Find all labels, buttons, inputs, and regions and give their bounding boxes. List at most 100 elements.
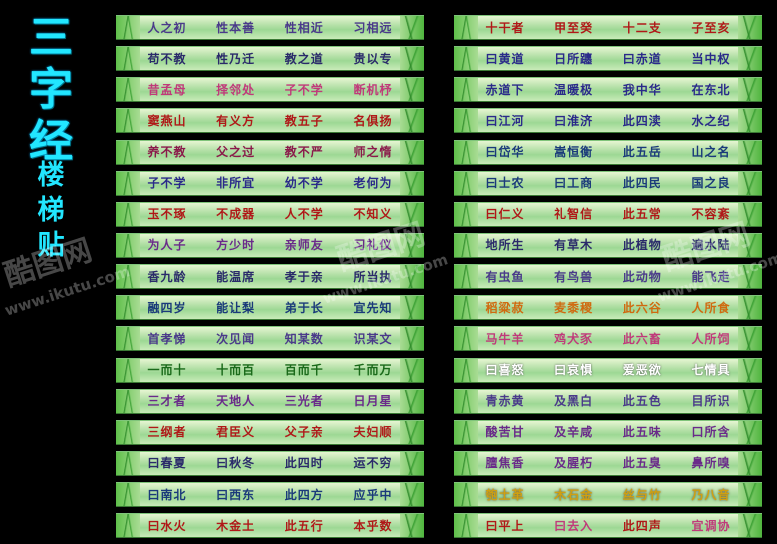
verse-strip: 玉不琢 不成器 人不学 不知义 bbox=[116, 201, 424, 227]
verse-cells: 十干者 甲至癸 十二支 子至亥 bbox=[476, 16, 740, 39]
verse-strip: 曰平上 曰去入 此四声 宜调协 bbox=[454, 513, 762, 539]
verse-cells: 养不教 父之过 教不严 师之惰 bbox=[138, 141, 402, 164]
verse-phrase: 曰南北 bbox=[147, 487, 187, 502]
verse-phrase: 温暖极 bbox=[554, 82, 594, 97]
verse-cells: 玉不琢 不成器 人不学 不知义 bbox=[138, 203, 402, 226]
verse-phrase: 习礼仪 bbox=[353, 238, 393, 253]
verse-phrase: 人所饲 bbox=[691, 331, 731, 346]
verse-strip: 苟不教 性乃迁 教之道 贵以专 bbox=[116, 46, 424, 72]
verse-strip: 酸苦甘 及辛咸 此五味 口所含 bbox=[454, 419, 762, 445]
verse-strip: 赤道下 温暖极 我中华 在东北 bbox=[454, 77, 762, 103]
verse-strip: 一而十 十而百 百而千 千而万 bbox=[116, 357, 424, 383]
verse-phrase: 三纲者 bbox=[147, 425, 187, 440]
verse-phrase: 老何为 bbox=[353, 176, 393, 191]
verse-cells: 一而十 十而百 百而千 千而万 bbox=[138, 359, 402, 382]
verse-phrase: 君臣义 bbox=[216, 425, 256, 440]
verse-phrase: 能温席 bbox=[216, 269, 256, 284]
verse-cells: 曰江河 曰淮济 此四渎 水之纪 bbox=[476, 109, 740, 132]
verse-phrase: 麦黍稷 bbox=[554, 300, 594, 315]
verse-phrase: 匏土革 bbox=[485, 487, 525, 502]
verse-phrase: 地所生 bbox=[485, 238, 525, 253]
verse-phrase: 不知义 bbox=[353, 207, 393, 222]
verse-strip: 青赤黄 及黑白 此五色 目所识 bbox=[454, 388, 762, 414]
verse-cells: 昔孟母 择邻处 子不学 断机杼 bbox=[138, 78, 402, 101]
subtitle-char: 贴 bbox=[37, 230, 65, 261]
verse-phrase: 鸡犬豕 bbox=[554, 331, 594, 346]
verse-phrase: 膻焦香 bbox=[485, 456, 525, 471]
verse-phrase: 此植物 bbox=[622, 238, 662, 253]
verse-cells: 香九龄 能温席 孝于亲 所当执 bbox=[138, 265, 402, 288]
verse-cells: 融四岁 能让梨 弟于长 宜先知 bbox=[138, 296, 402, 319]
verse-strip: 地所生 有草木 此植物 遍水陆 bbox=[454, 232, 762, 258]
verse-phrase: 子不学 bbox=[284, 82, 324, 97]
verse-cells: 曰岱华 嵩恒衡 此五岳 山之名 bbox=[476, 141, 740, 164]
verse-phrase: 次见闻 bbox=[216, 331, 256, 346]
verse-strip: 首孝悌 次见闻 知某数 识某文 bbox=[116, 326, 424, 352]
verse-phrase: 及黑白 bbox=[554, 394, 594, 409]
verse-phrase: 一而十 bbox=[147, 363, 187, 378]
main-title: 三 字 经 bbox=[26, 12, 76, 168]
verse-phrase: 性相近 bbox=[284, 20, 324, 35]
verse-phrase: 马牛羊 bbox=[485, 331, 525, 346]
verse-phrase: 曰秋冬 bbox=[216, 456, 256, 471]
verse-strip: 养不教 父之过 教不严 师之惰 bbox=[116, 139, 424, 165]
verse-cells: 曰平上 曰去入 此四声 宜调协 bbox=[476, 514, 740, 537]
verse-phrase: 及辛咸 bbox=[554, 425, 594, 440]
verse-cells: 曰黄道 日所躔 曰赤道 当中权 bbox=[476, 47, 740, 70]
subtitle-char: 梯 bbox=[37, 195, 65, 226]
verse-phrase: 人之初 bbox=[147, 20, 187, 35]
verse-phrase: 养不教 bbox=[147, 145, 187, 160]
verse-phrase: 幼不学 bbox=[284, 176, 324, 191]
verse-strip: 曰喜怒 曰哀惧 爱恶欲 七情具 bbox=[454, 357, 762, 383]
verse-phrase: 师之惰 bbox=[353, 145, 393, 160]
verse-phrase: 曰黄道 bbox=[485, 51, 525, 66]
verse-phrase: 本乎数 bbox=[353, 518, 393, 533]
verse-strip: 曰仁义 礼智信 此五常 不容紊 bbox=[454, 201, 762, 227]
verse-phrase: 有鸟兽 bbox=[554, 269, 594, 284]
verse-phrase: 百而千 bbox=[284, 363, 324, 378]
verse-cells: 为人子 方少时 亲师友 习礼仪 bbox=[138, 234, 402, 257]
title-char: 经 bbox=[29, 116, 73, 167]
title-block: 三 字 经 楼 梯 贴 bbox=[0, 0, 110, 514]
verse-strip: 曰岱华 嵩恒衡 此五岳 山之名 bbox=[454, 139, 762, 165]
verse-phrase: 十二支 bbox=[622, 20, 662, 35]
verse-phrase: 木金土 bbox=[216, 518, 256, 533]
verse-phrase: 曰西东 bbox=[216, 487, 256, 502]
verse-phrase: 曰春夏 bbox=[147, 456, 187, 471]
verse-cells: 苟不教 性乃迁 教之道 贵以专 bbox=[138, 47, 402, 70]
verse-phrase: 此五色 bbox=[622, 394, 662, 409]
verse-phrase: 教之道 bbox=[284, 51, 324, 66]
verse-phrase: 所当执 bbox=[353, 269, 393, 284]
verse-phrase: 性本善 bbox=[216, 20, 256, 35]
verse-phrase: 此四方 bbox=[284, 487, 324, 502]
verse-phrase: 天地人 bbox=[216, 394, 256, 409]
verse-phrase: 父子亲 bbox=[284, 425, 324, 440]
verse-phrase: 有虫鱼 bbox=[485, 269, 525, 284]
verse-strip: 曰江河 曰淮济 此四渎 水之纪 bbox=[454, 108, 762, 134]
verse-phrase: 名俱扬 bbox=[353, 113, 393, 128]
verse-phrase: 苟不教 bbox=[147, 51, 187, 66]
verse-phrase: 十而百 bbox=[216, 363, 256, 378]
verse-phrase: 不容紊 bbox=[691, 207, 731, 222]
right-panel: 十干者 甲至癸 十二支 子至亥 曰黄道 日所躔 曰赤道 当中权 赤道下 温暖极 我中华 在东北 曰江河曰… bbox=[454, 15, 762, 544]
verse-phrase: 运不穷 bbox=[353, 456, 393, 471]
verse-phrase: 香九龄 bbox=[147, 269, 187, 284]
verse-phrase: 曰去入 bbox=[554, 518, 594, 533]
verse-cells: 子不学 非所宜 幼不学 老何为 bbox=[138, 172, 402, 195]
verse-phrase: 能让梨 bbox=[216, 300, 256, 315]
verse-phrase: 习相远 bbox=[353, 20, 393, 35]
verse-phrase: 酸苦甘 bbox=[485, 425, 525, 440]
verse-phrase: 此五常 bbox=[622, 207, 662, 222]
verse-phrase: 甲至癸 bbox=[554, 20, 594, 35]
verse-phrase: 能飞走 bbox=[691, 269, 731, 284]
verse-strip: 昔孟母 择邻处 子不学 断机杼 bbox=[116, 77, 424, 103]
verse-phrase: 此五行 bbox=[284, 518, 324, 533]
verse-phrase: 口所含 bbox=[691, 425, 731, 440]
verse-phrase: 曰士农 bbox=[485, 176, 525, 191]
subtitle-char: 楼 bbox=[37, 160, 65, 191]
verse-phrase: 弟于长 bbox=[284, 300, 324, 315]
verse-cells: 窦燕山 有义方 教五子 名俱扬 bbox=[138, 109, 402, 132]
verse-cells: 曰喜怒 曰哀惧 爱恶欲 七情具 bbox=[476, 359, 740, 382]
verse-phrase: 青赤黄 bbox=[485, 394, 525, 409]
verse-strip: 曰南北 曰西东 此四方 应乎中 bbox=[116, 482, 424, 508]
